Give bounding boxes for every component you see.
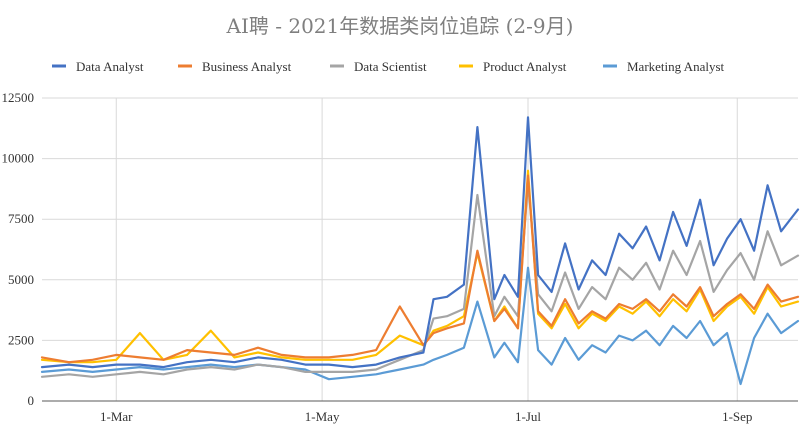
legend-label: Data Analyst [76, 59, 144, 74]
chart-title: AI聘 - 2021年数据类岗位追踪 (2-9月) [226, 14, 574, 38]
y-tick-label: 10000 [2, 151, 35, 166]
x-tick-label: 1-May [305, 409, 340, 424]
x-axis: 1-Mar 1-May 1-Jul 1-Sep [100, 409, 752, 424]
x-tick-label: 1-Mar [100, 409, 133, 424]
series-line-product-analyst [40, 169, 800, 364]
series-group [40, 116, 800, 386]
legend: Data Analyst Business Analyst Data Scienti… [52, 59, 725, 74]
legend-label: Marketing Analyst [627, 59, 725, 74]
y-tick-label: 7500 [8, 211, 34, 226]
y-tick-label: 2500 [8, 332, 34, 347]
series-line-business-analyst [40, 174, 800, 364]
legend-label: Business Analyst [202, 59, 292, 74]
y-tick-label: 12500 [2, 90, 35, 105]
grid [42, 97, 798, 402]
legend-label: Data Scientist [354, 59, 427, 74]
legend-item: Business Analyst [178, 59, 292, 74]
x-tick-label: 1-Sep [722, 409, 752, 424]
y-axis: 0 2500 5000 7500 10000 12500 [2, 90, 35, 408]
legend-item: Marketing Analyst [603, 59, 725, 74]
y-tick-label: 5000 [8, 272, 34, 287]
x-tick-label: 1-Jul [515, 409, 541, 424]
series-line-data-analyst [40, 116, 800, 369]
series-line-data-scientist [40, 181, 800, 378]
y-tick-label: 0 [28, 393, 35, 408]
legend-item: Product Analyst [459, 59, 567, 74]
legend-label: Product Analyst [483, 59, 567, 74]
legend-item: Data Scientist [330, 59, 427, 74]
legend-item: Data Analyst [52, 59, 144, 74]
series-line-marketing-analyst [40, 266, 800, 386]
